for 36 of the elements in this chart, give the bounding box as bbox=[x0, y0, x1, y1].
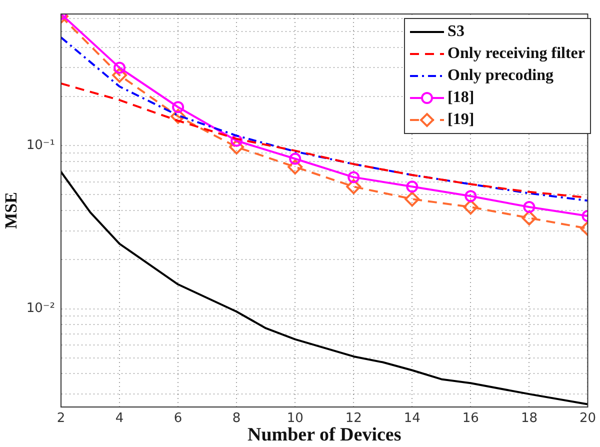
y-tick-label: 10⁻² bbox=[26, 301, 55, 316]
legend-label: Only precoding bbox=[448, 67, 554, 85]
point bbox=[172, 101, 184, 114]
point bbox=[348, 171, 360, 184]
point bbox=[346, 179, 362, 194]
point bbox=[229, 139, 244, 154]
x-tick-label: 12 bbox=[345, 411, 362, 426]
point bbox=[288, 159, 303, 174]
point bbox=[463, 200, 478, 215]
point bbox=[523, 201, 536, 214]
x-tick-label: 20 bbox=[579, 411, 596, 426]
x-tick-label: 8 bbox=[232, 411, 241, 426]
point bbox=[464, 190, 477, 202]
legend-label: [19] bbox=[448, 111, 474, 129]
point bbox=[289, 152, 302, 165]
y-axis-title: MSE bbox=[2, 192, 21, 229]
x-axis-title: Number of Devices bbox=[247, 424, 402, 446]
point bbox=[170, 108, 186, 124]
x-tick-label: 4 bbox=[115, 411, 124, 426]
legend-label: [18] bbox=[448, 89, 474, 107]
x-tick-label: 16 bbox=[462, 411, 479, 426]
x-tick-label: 6 bbox=[174, 411, 182, 426]
legend-label: Only receiving filter bbox=[448, 45, 585, 63]
point bbox=[406, 180, 418, 193]
x-tick-label: 18 bbox=[520, 411, 538, 426]
x-tick-label: 10 bbox=[286, 411, 304, 426]
line-series bbox=[61, 36, 588, 202]
point bbox=[404, 192, 420, 207]
point bbox=[230, 134, 243, 147]
point bbox=[522, 210, 537, 226]
x-tick-label: 14 bbox=[404, 411, 420, 426]
x-tick-label: 2 bbox=[56, 411, 66, 426]
point bbox=[112, 68, 128, 83]
legend-label: S3 bbox=[448, 23, 464, 41]
point bbox=[114, 62, 126, 74]
y-tick-label: 10⁻¹ bbox=[26, 138, 55, 153]
